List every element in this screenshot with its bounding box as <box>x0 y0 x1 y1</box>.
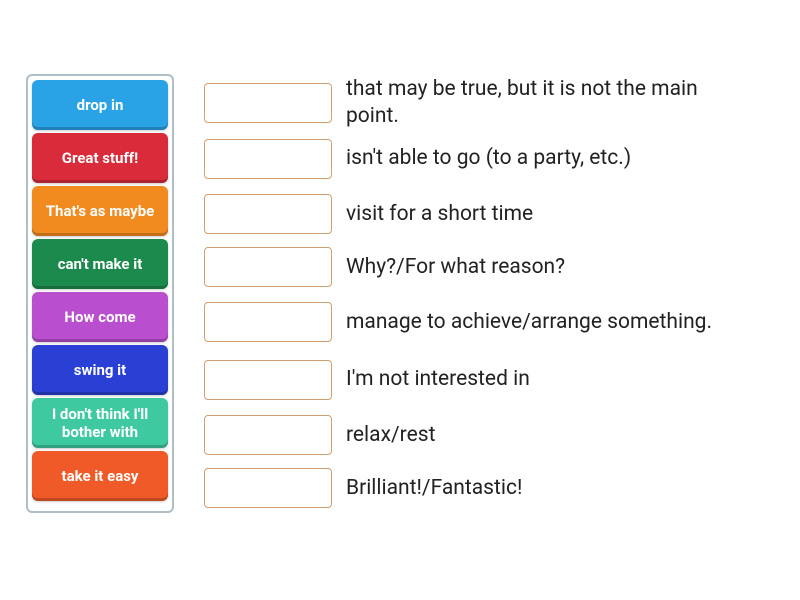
term-label: drop in <box>77 96 124 114</box>
term-label: can't make it <box>58 255 143 273</box>
drop-slot[interactable] <box>204 139 332 179</box>
term-label: I don't think I'll bother with <box>38 405 162 441</box>
definition-row: I'm not interested in <box>204 352 726 407</box>
term-label: Great stuff! <box>62 149 139 167</box>
definition-text: I'm not interested in <box>346 366 530 392</box>
term-label: take it easy <box>62 467 139 485</box>
definition-text: relax/rest <box>346 422 435 448</box>
definition-text: that may be true, but it is not the main… <box>346 76 726 129</box>
definition-text: Why?/For what reason? <box>346 254 565 280</box>
definitions-panel: that may be true, but it is not the main… <box>204 74 726 513</box>
definition-row: manage to achieve/arrange something. <box>204 292 726 352</box>
drop-slot[interactable] <box>204 302 332 342</box>
definition-text: visit for a short time <box>346 201 533 227</box>
drop-slot[interactable] <box>204 247 332 287</box>
drop-slot[interactable] <box>204 83 332 123</box>
terms-panel: drop in Great stuff! That's as maybe can't … <box>26 74 174 513</box>
drop-slot[interactable] <box>204 194 332 234</box>
term-card[interactable]: take it easy <box>32 451 168 501</box>
definition-text: isn't able to go (to a party, etc.) <box>346 145 631 171</box>
definition-row: Why?/For what reason? <box>204 242 726 292</box>
definition-text: Brilliant!/Fantastic! <box>346 475 522 501</box>
term-label: How come <box>64 308 135 326</box>
term-card[interactable]: swing it <box>32 345 168 395</box>
term-label: swing it <box>74 361 126 379</box>
term-card[interactable]: Great stuff! <box>32 133 168 183</box>
drop-slot[interactable] <box>204 360 332 400</box>
term-label: That's as maybe <box>46 202 154 220</box>
definition-text: manage to achieve/arrange something. <box>346 309 712 335</box>
definition-row: Brilliant!/Fantastic! <box>204 463 726 513</box>
drop-slot[interactable] <box>204 468 332 508</box>
definition-row: visit for a short time <box>204 186 726 242</box>
definition-row: isn't able to go (to a party, etc.) <box>204 131 726 186</box>
term-card[interactable]: drop in <box>32 80 168 130</box>
term-card[interactable]: That's as maybe <box>32 186 168 236</box>
term-card[interactable]: can't make it <box>32 239 168 289</box>
term-card[interactable]: I don't think I'll bother with <box>32 398 168 448</box>
drop-slot[interactable] <box>204 415 332 455</box>
term-card[interactable]: How come <box>32 292 168 342</box>
definition-row: that may be true, but it is not the main… <box>204 74 726 131</box>
exercise-container: drop in Great stuff! That's as maybe can't … <box>26 74 726 513</box>
definition-row: relax/rest <box>204 407 726 463</box>
